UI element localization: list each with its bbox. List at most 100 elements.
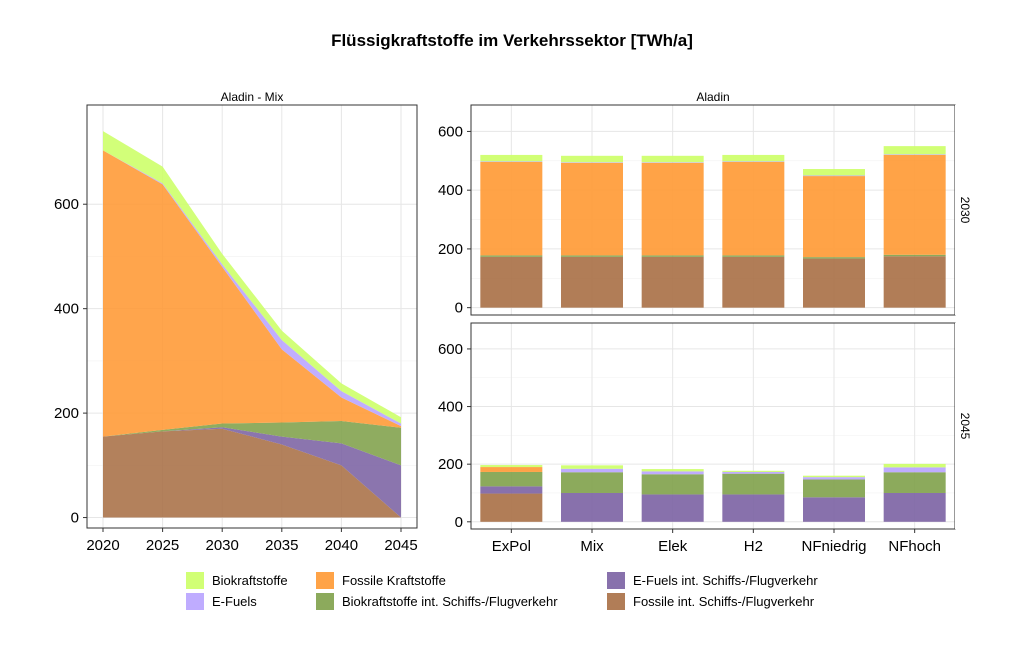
bar-segment-2030-H2-bio: [722, 154, 785, 162]
ytick-label-left: 200: [54, 405, 79, 422]
area-fossil_int: [103, 428, 401, 518]
bar-segment-2030-NFhoch-bio_int: [883, 254, 946, 257]
xtick-label-left: 2035: [265, 537, 298, 554]
area-bio: [103, 131, 401, 424]
bar-segment-2045-NFhoch-efuels_int: [883, 492, 946, 522]
facet-label-2045: 2045: [958, 413, 972, 440]
bar-segment-2045-Elek-efuels: [641, 471, 704, 475]
ytick-label-left: 400: [54, 301, 79, 318]
bar-segment-2030-Mix-fossil_int: [561, 256, 623, 308]
legend-label-bio: Biokraftstoffe: [212, 573, 288, 588]
strip-left-label: Aladin - Mix: [221, 90, 284, 104]
bar-segment-2045-ExPol-fossil_int: [480, 493, 543, 522]
bar-segment-2045-Elek-bio: [641, 469, 704, 472]
legend-label-fossil: Fossile Kraftstoffe: [342, 573, 446, 588]
facet-label-2030: 2030: [958, 197, 972, 224]
bar-segment-2030-ExPol-fossil: [480, 161, 543, 256]
strip-left: [87, 88, 417, 105]
legend-label-fossil_int: Fossile int. Schiffs-/Flugverkehr: [633, 594, 815, 609]
bar-segment-2045-ExPol-bio: [480, 465, 543, 468]
bar-segment-2030-Mix-fossil: [561, 162, 623, 256]
ytick-label-2045: 0: [455, 514, 463, 531]
legend-label-efuels: E-Fuels: [212, 594, 257, 609]
left-panel-mix-area: Aladin - Mix 0 200 400 600 2020 2025 2030 2035 20…: [54, 88, 418, 554]
area-efuels_int: [103, 427, 401, 518]
facet-strip-2045: [955, 323, 972, 529]
bar-segment-2045-Elek-efuels_int: [641, 494, 704, 522]
bar-segment-2030-H2-efuels: [722, 161, 785, 162]
bar-segment-2030-H2-fossil: [722, 161, 785, 256]
bar-segment-2030-H2-fossil_int: [722, 256, 785, 308]
xtick-label-left: 2040: [325, 537, 358, 554]
bar-segment-2045-NFniedrig-bio_int: [803, 479, 865, 498]
xtick-label-left: 2025: [146, 537, 179, 554]
area-fossil: [103, 150, 401, 437]
xtick-label-left: 2030: [206, 537, 239, 554]
bar-segment-2030-ExPol-efuels: [480, 161, 543, 162]
ytick-label-2030: 600: [438, 123, 463, 140]
xtick-label-Mix: Mix: [580, 538, 604, 555]
plot-border-left: [86, 104, 418, 529]
ytick-label-left: 0: [71, 510, 79, 527]
plot-bg-2030: [471, 105, 955, 315]
xtick-label-NFniedrig: NFniedrig: [801, 538, 866, 555]
legend: Biokraftstoffe E-Fuels Fossile Kraftstoffe…: [186, 572, 818, 610]
bar-segment-2045-ExPol-fossil: [480, 467, 543, 472]
plot-bg-2045: [471, 323, 955, 529]
legend-swatch-bio: [186, 572, 204, 589]
bar-segment-2030-NFhoch-fossil: [883, 154, 946, 255]
bar-segment-2045-NFhoch-bio_int: [883, 472, 946, 493]
legend-label-bio_int: Biokraftstoffe int. Schiffs-/Flugverkehr: [342, 594, 558, 609]
bar-segment-2030-NFhoch-bio: [883, 146, 946, 155]
bar-segment-2045-Mix-efuels: [561, 468, 623, 473]
bar-segment-2030-Mix-bio_int: [561, 255, 623, 257]
ytick-label-2045: 200: [438, 456, 463, 473]
bar-segment-2030-Elek-bio_int: [641, 255, 704, 257]
ytick-label-2030: 200: [438, 241, 463, 258]
bar-segment-2030-Elek-fossil: [641, 162, 704, 256]
bar-segment-2045-H2-efuels: [722, 471, 785, 474]
bar-segment-2045-NFhoch-efuels: [883, 467, 946, 473]
xtick-label-H2: H2: [744, 538, 763, 555]
bar-segment-2030-NFhoch-fossil_int: [883, 256, 946, 308]
ytick-label-2045: 400: [438, 399, 463, 416]
ytick-label-2030: 0: [455, 300, 463, 317]
bar-segment-2030-ExPol-bio: [480, 154, 543, 162]
bar-segment-2030-Elek-bio: [641, 155, 704, 163]
bar-segment-2030-NFhoch-efuels: [883, 154, 946, 155]
ytick-label-left: 600: [54, 196, 79, 213]
xtick-label-ExPol: ExPol: [492, 538, 531, 555]
xtick-label-left: 2045: [384, 537, 417, 554]
bar-segment-2030-NFniedrig-fossil: [803, 176, 865, 258]
bar-segment-2045-H2-bio_int: [722, 473, 785, 495]
bar-segment-2030-NFniedrig-bio: [803, 169, 865, 176]
strip-right-label: Aladin: [696, 90, 729, 104]
bar-segment-2030-Mix-bio: [561, 155, 623, 163]
bar-segment-2030-H2-bio_int: [722, 255, 785, 257]
bar-segment-2030-ExPol-fossil_int: [480, 256, 543, 308]
legend-swatch-fossil_int: [607, 593, 625, 610]
bar-segment-2030-Elek-efuels: [641, 162, 704, 163]
bar-segment-2045-H2-efuels_int: [722, 494, 785, 522]
bar-segment-2045-Mix-bio_int: [561, 472, 623, 493]
bar-segment-2045-Elek-bio_int: [641, 474, 704, 495]
bar-segment-2045-NFniedrig-bio: [803, 475, 865, 478]
bar-segment-2030-Elek-fossil_int: [641, 256, 704, 308]
legend-swatch-fossil: [316, 572, 334, 589]
xtick-label-Elek: Elek: [658, 538, 688, 555]
bar-segment-2045-Mix-efuels_int: [561, 492, 623, 522]
bar-segment-2030-ExPol-bio_int: [480, 255, 543, 257]
legend-swatch-efuels_int: [607, 572, 625, 589]
bar-segment-2045-NFniedrig-efuels_int: [803, 497, 865, 522]
bar-segment-2030-NFniedrig-fossil_int: [803, 258, 865, 308]
bar-segment-2045-NFhoch-bio: [883, 463, 946, 468]
ytick-label-2030: 400: [438, 182, 463, 199]
legend-swatch-efuels: [186, 593, 204, 610]
facet-strip-2030: [955, 105, 972, 315]
chart-title: Flüssigkraftstoffe im Verkehrssektor [TW…: [331, 31, 693, 50]
legend-swatch-bio_int: [316, 593, 334, 610]
right-panel-scenario-bars: Aladin 0 200 400 600 2030 0 200 400 600 2045 ExPol M…: [438, 88, 972, 555]
strip-right: [471, 88, 955, 105]
